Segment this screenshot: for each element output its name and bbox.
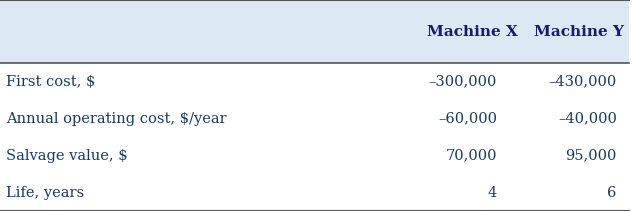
Text: Machine X: Machine X [427,25,518,39]
Text: 95,000: 95,000 [565,149,617,163]
Text: 4: 4 [488,185,497,200]
Text: –60,000: –60,000 [438,112,497,126]
Text: 70,000: 70,000 [446,149,497,163]
Text: 6: 6 [608,185,617,200]
Text: First cost, $: First cost, $ [6,75,96,89]
Text: Life, years: Life, years [6,185,84,200]
Text: Machine Y: Machine Y [534,25,624,39]
Text: –40,000: –40,000 [558,112,617,126]
Text: Salvage value, $: Salvage value, $ [6,149,128,163]
Bar [0,0,629,63]
Text: –430,000: –430,000 [549,75,617,89]
Text: Annual operating cost, $/year: Annual operating cost, $/year [6,112,227,126]
Text: –300,000: –300,000 [429,75,497,89]
